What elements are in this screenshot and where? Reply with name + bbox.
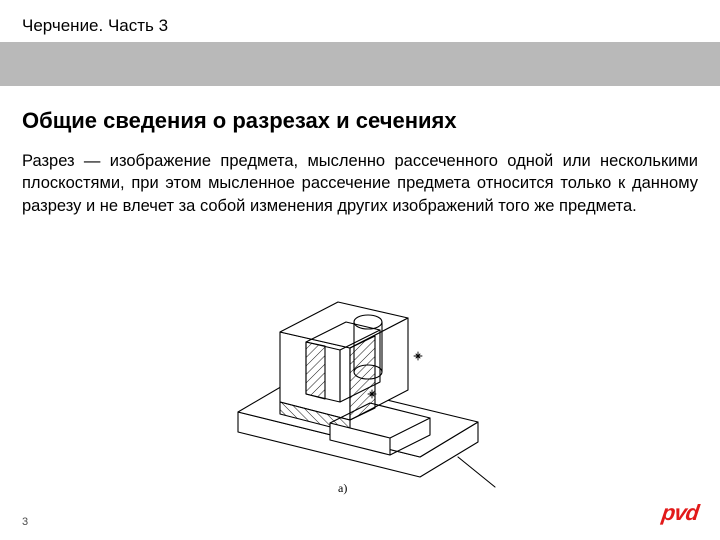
section-heading: Общие сведения о разрезах и сечениях bbox=[22, 108, 457, 134]
brand-logo: pvd bbox=[660, 500, 700, 526]
slide-title: Черчение. Часть 3 bbox=[22, 16, 168, 36]
figure-caption: а) bbox=[338, 481, 347, 495]
header-band bbox=[0, 42, 720, 86]
body-paragraph: Разрез — изображение предмета, мысленно … bbox=[22, 150, 698, 217]
page-number: 3 bbox=[22, 516, 28, 528]
section-drawing: а) bbox=[220, 282, 510, 500]
